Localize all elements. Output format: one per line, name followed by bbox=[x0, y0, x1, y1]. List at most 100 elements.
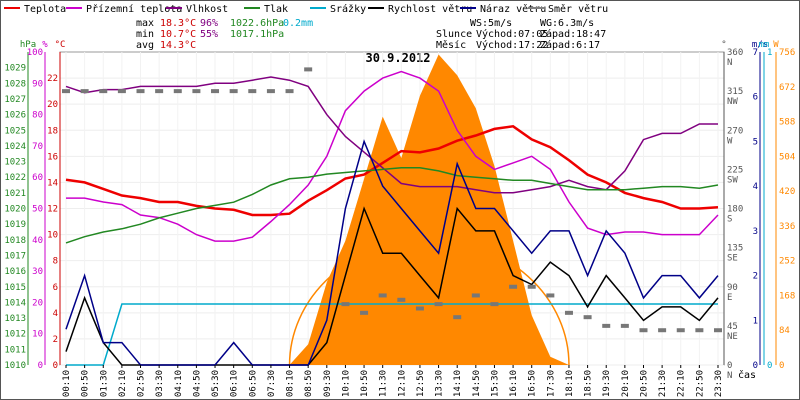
axis-hpa: hPa 1010 1011 1012 1013 1014 1015 1016 1017 1018 1… bbox=[4, 40, 36, 371]
series-point bbox=[546, 293, 555, 298]
tick-label-temp: 4 bbox=[53, 309, 58, 319]
tick-label-w: 0 bbox=[779, 361, 784, 371]
tick-label-ms: 6 bbox=[753, 93, 758, 103]
tick-label-hpa: 1014 bbox=[4, 298, 26, 308]
series-point bbox=[192, 89, 201, 94]
tick-label-temp: 2 bbox=[53, 335, 58, 345]
tick-label-w: 252 bbox=[779, 257, 795, 267]
tick-label-dir: 225 bbox=[727, 165, 743, 175]
sun-set: Západ:18:47 bbox=[540, 28, 606, 40]
stats-max-hum: 96% bbox=[200, 18, 218, 29]
stats-max-temp: 18.3°C bbox=[160, 18, 196, 29]
series-point bbox=[676, 328, 685, 333]
x-tick-label: 19:30 bbox=[602, 370, 612, 397]
series-line bbox=[65, 76, 718, 194]
x-tick-label: 05:30 bbox=[211, 370, 221, 397]
tick-label-dir: 270 bbox=[727, 126, 743, 136]
tick-label-ms: 0 bbox=[753, 361, 758, 371]
legend-label: Přízemní teplota bbox=[86, 3, 182, 15]
legend-label: Teplota bbox=[24, 4, 66, 15]
x-tick-label: 01:30 bbox=[99, 370, 109, 397]
x-tick-label: 00:50 bbox=[81, 370, 91, 397]
legend-item: Tlak bbox=[244, 4, 288, 15]
series-point bbox=[62, 89, 70, 94]
series-Teplota bbox=[65, 124, 719, 217]
tick-label-ms: 7 bbox=[753, 48, 758, 58]
x-tick-label: 16:10 bbox=[509, 370, 519, 397]
series-point bbox=[80, 89, 89, 94]
stats-min-press: 1017.1hPa bbox=[230, 29, 284, 40]
series-Tlak bbox=[65, 167, 719, 244]
x-axis-label: čas bbox=[738, 369, 756, 381]
tick-label-w: 336 bbox=[779, 222, 795, 232]
tick-label-hpa: 1017 bbox=[4, 251, 26, 261]
series-point bbox=[714, 328, 722, 333]
tick-label-hpa: 1021 bbox=[4, 189, 26, 199]
x-tick-label: 18:10 bbox=[565, 370, 575, 397]
series-point bbox=[490, 302, 499, 307]
x-tick-label: 18:50 bbox=[584, 370, 594, 397]
tick-label-hpa: 1015 bbox=[4, 283, 26, 293]
series-point bbox=[639, 328, 648, 333]
series-point bbox=[509, 284, 518, 289]
tick-label-hpa: 1029 bbox=[4, 64, 26, 74]
tick-label-pct: 40 bbox=[32, 236, 43, 246]
axis-mm: mm 0 1 bbox=[759, 40, 773, 371]
tick-label-dir: 135 bbox=[727, 244, 743, 254]
tick-label-hpa: 1010 bbox=[4, 361, 26, 371]
tick-label-ms: 3 bbox=[753, 227, 758, 237]
stats-max-press: 1022.6hPa bbox=[230, 18, 284, 29]
legend-item: Teplota bbox=[4, 4, 66, 15]
series-point bbox=[136, 89, 145, 94]
tick-label-pct: 90 bbox=[32, 79, 43, 89]
tick-label-temp: 16 bbox=[47, 152, 58, 162]
x-tick-label: 15:30 bbox=[490, 370, 500, 397]
wind-ws: WS:5m/s bbox=[470, 18, 512, 29]
moon-label: Měsíc bbox=[436, 39, 466, 51]
stats-max-label: max bbox=[136, 18, 154, 29]
tick-label-pct: 100 bbox=[27, 48, 43, 58]
stats-min-hum: 55% bbox=[200, 29, 218, 40]
tick-label-w: 420 bbox=[779, 187, 795, 197]
series-point bbox=[248, 89, 257, 94]
tick-label-dir: 0 bbox=[727, 361, 732, 371]
x-tick-label: 02:50 bbox=[137, 370, 147, 397]
tick-label-hpa: 1028 bbox=[4, 79, 26, 89]
x-tick-label: 20:50 bbox=[639, 370, 649, 397]
tick-label-hpa: 1011 bbox=[4, 345, 26, 355]
axis-w: W 0 84 168 252 336 420 504 588 672 756 bbox=[773, 40, 795, 371]
series-point bbox=[434, 302, 443, 307]
tick-label-temp: 20 bbox=[47, 100, 58, 110]
tick-label-temp: 22 bbox=[47, 74, 58, 84]
series-point bbox=[173, 89, 182, 94]
legend-label: Rychlost větru bbox=[388, 3, 472, 15]
x-tick-label: 08:10 bbox=[286, 370, 296, 397]
tick-label-hpa: 1027 bbox=[4, 95, 26, 105]
tick-label-hpa: 1019 bbox=[4, 220, 26, 230]
legend-item: Rychlost větru bbox=[368, 3, 472, 15]
tick-label-hpa: 1025 bbox=[4, 126, 26, 136]
x-tick-label: 04:10 bbox=[174, 370, 184, 397]
tick-label-temp: 8 bbox=[53, 257, 58, 267]
tick-label-mm: 0 bbox=[767, 361, 772, 371]
tick-label-w: 756 bbox=[779, 48, 795, 58]
series-point bbox=[415, 306, 424, 311]
x-tick-label: 16:50 bbox=[528, 370, 538, 397]
series-point bbox=[602, 323, 611, 328]
x-tick-label: 02:10 bbox=[118, 370, 128, 397]
compass-label: N bbox=[727, 371, 732, 381]
legend-label: Náraz větru bbox=[480, 3, 546, 15]
stats-max-rain: 0.2mm bbox=[283, 18, 313, 29]
stats-min-temp: 10.7°C bbox=[160, 29, 196, 40]
x-tick-label: 14:50 bbox=[472, 370, 482, 397]
tick-label-ms: 2 bbox=[753, 272, 758, 282]
solar-theoretical-curve bbox=[288, 239, 570, 366]
compass-label: NW bbox=[727, 97, 738, 107]
stats-avg-temp: 14.3°C bbox=[160, 40, 196, 51]
axes: hPa1010101110121013101410151016101710181… bbox=[4, 40, 795, 381]
axis-ms: m/s 0 1 2 3 4 5 6 7 bbox=[752, 40, 768, 371]
legend-label: Tlak bbox=[264, 4, 288, 15]
tick-label-pct: 30 bbox=[32, 267, 43, 277]
x-tick-label: 00:10 bbox=[62, 370, 72, 397]
